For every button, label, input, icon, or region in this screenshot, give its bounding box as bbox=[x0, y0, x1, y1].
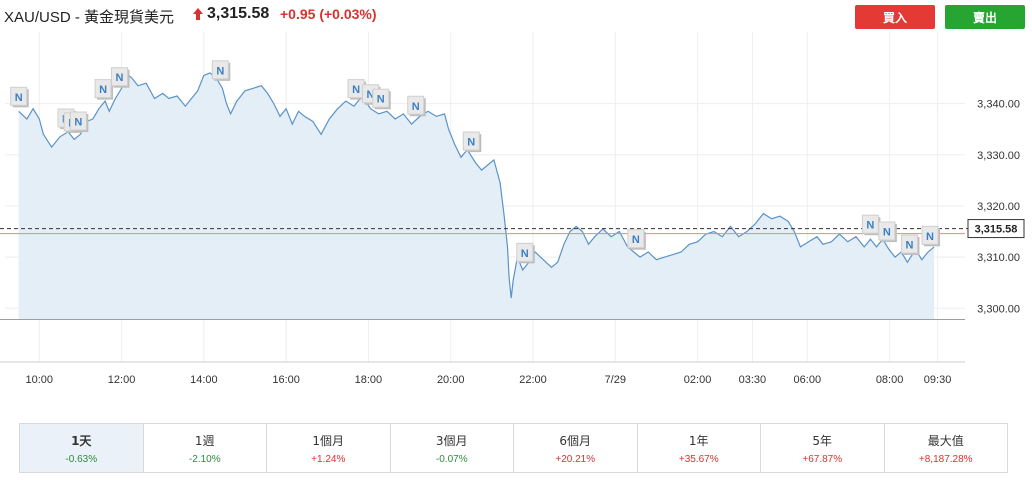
period-tab[interactable]: 1天 -0.63% bbox=[20, 424, 144, 472]
news-marker-label: N bbox=[367, 89, 375, 101]
news-marker-box bbox=[211, 60, 229, 80]
news-marker-label: N bbox=[99, 84, 107, 96]
period-label: 6個月 bbox=[559, 433, 592, 448]
news-marker[interactable]: N bbox=[516, 242, 535, 264]
x-tick-label: 16:00 bbox=[272, 374, 300, 386]
current-price-label: 3,315.58 bbox=[975, 224, 1018, 236]
price-line bbox=[18, 71, 935, 299]
price-change: +0.95 (+0.03%) bbox=[280, 6, 377, 22]
price-area bbox=[18, 72, 935, 320]
news-marker-box bbox=[900, 234, 918, 254]
x-tick-label: 02:00 bbox=[684, 374, 712, 386]
period-change: -2.10% bbox=[188, 453, 221, 465]
news-marker[interactable]: N bbox=[211, 60, 231, 81]
news-marker[interactable]: N bbox=[921, 225, 941, 247]
period-label: 1年 bbox=[688, 433, 709, 448]
news-marker-box bbox=[69, 111, 87, 131]
x-tick-label: 20:00 bbox=[437, 374, 465, 386]
news-marker-box bbox=[516, 242, 534, 262]
period-tab[interactable]: 最大值 +8,187.28% bbox=[884, 424, 1007, 472]
period-change: +8,187.28% bbox=[918, 453, 973, 465]
news-marker-label: N bbox=[74, 117, 82, 129]
period-label: 1週 bbox=[194, 433, 215, 448]
current-price: 3,315.58 bbox=[207, 5, 270, 22]
period-selector: 1天 -0.63% 1週 -2.10% 1個月 +1.24% 3個月 -0.07% 6個月 +20… bbox=[19, 423, 1008, 473]
x-tick-label: 22:00 bbox=[519, 374, 547, 386]
news-marker-box bbox=[10, 86, 28, 106]
news-marker[interactable]: N bbox=[878, 221, 897, 243]
period-tab[interactable]: 3個月 -0.07% bbox=[390, 424, 514, 472]
news-marker-box bbox=[462, 131, 480, 151]
x-tick-label: 03:30 bbox=[739, 374, 767, 386]
x-tick-label: 18:00 bbox=[355, 374, 383, 386]
x-tick-label: 12:00 bbox=[108, 374, 136, 386]
news-marker-label: N bbox=[632, 234, 640, 246]
news-marker-label: N bbox=[467, 137, 475, 149]
news-marker[interactable]: N bbox=[111, 67, 130, 88]
x-tick-label: 7/29 bbox=[605, 374, 626, 386]
news-marker-box bbox=[407, 95, 425, 115]
news-marker-label: N bbox=[352, 84, 360, 96]
quote-header: XAU/USD - 黃金現貨美元 3,315.58 +0.95 (+0.03%)… bbox=[0, 0, 1032, 32]
period-change: +35.67% bbox=[678, 453, 719, 465]
news-marker-label: N bbox=[866, 220, 874, 232]
period-tab[interactable]: 6個月 +20.21% bbox=[514, 424, 638, 472]
period-label: 1天 bbox=[71, 433, 92, 448]
period-tab[interactable]: 1個月 +1.24% bbox=[267, 424, 391, 472]
news-marker-label: N bbox=[15, 92, 23, 104]
news-marker-label: N bbox=[216, 65, 224, 77]
news-marker-label: N bbox=[905, 240, 913, 252]
y-tick-label: 3,320.00 bbox=[977, 201, 1020, 213]
news-marker-box bbox=[94, 79, 112, 99]
news-marker-box bbox=[878, 221, 896, 241]
news-marker[interactable]: N bbox=[900, 234, 920, 256]
period-change: -0.07% bbox=[435, 453, 468, 465]
period-change: +67.87% bbox=[802, 453, 843, 465]
news-marker[interactable]: N bbox=[861, 214, 881, 236]
news-marker-box bbox=[627, 229, 645, 249]
period-label: 5年 bbox=[812, 433, 833, 448]
x-tick-label: 06:00 bbox=[794, 374, 822, 386]
price-chart[interactable]: NNNNNNNNNNNNNNNNNN 3,300.003,310.003,320… bbox=[0, 0, 1032, 420]
period-change: -0.63% bbox=[65, 453, 98, 465]
news-marker-label: N bbox=[883, 227, 891, 239]
news-marker[interactable]: N bbox=[94, 79, 114, 100]
x-tick-label: 14:00 bbox=[190, 374, 218, 386]
sell-button[interactable]: 賣出 bbox=[945, 5, 1025, 29]
news-marker-label: N bbox=[377, 94, 385, 106]
period-tab[interactable]: 5年 +67.87% bbox=[761, 424, 885, 472]
x-tick-label: 08:00 bbox=[876, 374, 904, 386]
news-marker[interactable]: N bbox=[10, 86, 29, 108]
current-price-box bbox=[967, 219, 1025, 239]
period-tab[interactable]: 1年 +35.67% bbox=[637, 424, 761, 472]
x-tick-label: 09:30 bbox=[924, 374, 952, 386]
period-tab[interactable]: 1週 -2.10% bbox=[143, 424, 267, 472]
period-change: +1.24% bbox=[311, 453, 346, 465]
news-marker[interactable]: N bbox=[462, 131, 482, 153]
up-arrow-icon bbox=[193, 8, 203, 20]
news-marker-label: N bbox=[116, 72, 124, 84]
period-label: 3個月 bbox=[435, 433, 468, 448]
news-marker-label: N bbox=[926, 231, 934, 243]
y-tick-label: 3,340.00 bbox=[977, 99, 1020, 111]
y-tick-label: 3,300.00 bbox=[977, 303, 1020, 315]
instrument-title: XAU/USD - 黃金現貨美元 bbox=[4, 9, 175, 26]
news-marker-label: N bbox=[521, 248, 529, 260]
buy-button[interactable]: 買入 bbox=[855, 5, 935, 29]
period-change: +20.21% bbox=[555, 453, 596, 465]
news-marker[interactable]: N bbox=[372, 88, 391, 110]
news-marker[interactable]: N bbox=[627, 229, 646, 250]
x-tick-label: 10:00 bbox=[26, 374, 54, 386]
news-marker-box bbox=[921, 225, 939, 245]
news-marker-label: N bbox=[412, 101, 420, 113]
y-tick-label: 3,330.00 bbox=[977, 150, 1020, 162]
news-marker-box bbox=[111, 67, 129, 87]
period-label: 最大值 bbox=[927, 433, 964, 448]
news-marker[interactable]: N bbox=[407, 95, 426, 117]
y-tick-label: 3,310.00 bbox=[977, 252, 1020, 264]
period-label: 1個月 bbox=[312, 433, 345, 448]
news-marker[interactable]: N bbox=[69, 111, 89, 133]
news-marker-box bbox=[372, 88, 390, 108]
